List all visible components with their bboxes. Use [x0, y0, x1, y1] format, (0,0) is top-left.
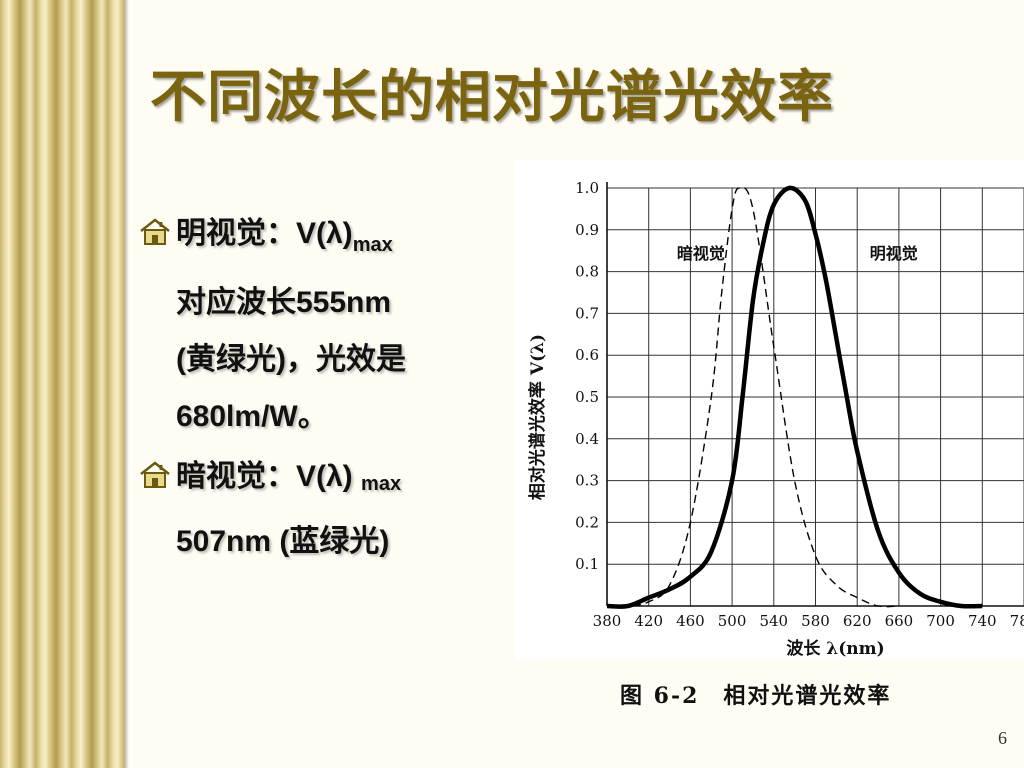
v-subscript: max: [361, 473, 402, 495]
decorative-left-bar: [0, 0, 129, 768]
bullet-label: 暗视觉：: [176, 460, 296, 493]
x-axis-title: 波长 λ(nm): [786, 638, 884, 659]
bullet-scotopic: 暗视觉：V(λ) max 507nm (蓝绿光): [138, 448, 508, 570]
y-tick-label: 0.2: [575, 513, 599, 531]
series-line-scotopic: [606, 186, 899, 608]
v-symbol: V(λ): [296, 217, 353, 250]
y-tick-label: 0.7: [575, 304, 599, 322]
series-label-photopic: 明视觉: [870, 244, 918, 263]
y-tick-label: 0.9: [575, 221, 599, 239]
y-axis-title: 相对光谱光效率 V(λ): [527, 334, 548, 500]
y-tick-label: 1.0: [575, 179, 599, 197]
slide-title: 不同波长的相对光谱光效率: [150, 65, 834, 130]
x-tick-label: 420: [634, 612, 663, 630]
bullet-text-line: 680lm/W。: [176, 400, 328, 433]
x-tick-label: 780: [1010, 612, 1024, 630]
x-tick-label: 700: [926, 612, 955, 630]
x-tick-label: 380: [593, 612, 622, 630]
v-symbol: V(λ): [296, 460, 353, 493]
spectral-efficiency-chart: 0.1 0.2 0.3 0.4 0.5 0.6 0.7 0.8 0.9 1.0 380 420 460 5…: [515, 160, 1024, 660]
y-tick-label: 0.5: [575, 388, 599, 406]
x-tick-label: 460: [676, 612, 705, 630]
bullet-text-line: (黄绿光)，光效是: [176, 343, 406, 376]
y-tick-label: 0.1: [575, 555, 599, 573]
figure-caption: 图 6-2 相对光谱光效率: [620, 683, 892, 709]
x-tick-label: 500: [718, 612, 747, 630]
series-line-photopic: [606, 185, 983, 609]
bullet-text-line: 507nm (蓝绿光): [176, 525, 390, 558]
y-tick-label: 0.8: [575, 263, 599, 281]
house-bullet-icon: [138, 452, 172, 488]
house-bullet-icon: [138, 209, 172, 245]
page-number: 6: [998, 728, 1007, 748]
y-tick-label: 0.4: [575, 430, 599, 448]
x-tick-label: 660: [885, 612, 914, 630]
x-tick-label: 540: [759, 612, 788, 630]
y-tick-label: 0.3: [575, 472, 599, 490]
chart-background: [515, 160, 1024, 660]
v-subscript: max: [352, 234, 393, 256]
y-tick-label: 0.6: [575, 346, 599, 364]
bullet-photopic: 明视觉：V(λ)max 对应波长555nm (黄绿光)，光效是 680lm/W。: [138, 205, 498, 445]
bullet-text-line: 对应波长555nm: [176, 286, 392, 319]
x-tick-label: 740: [968, 612, 997, 630]
x-tick-label: 580: [801, 612, 830, 630]
bullet-label: 明视觉：: [176, 217, 296, 250]
x-tick-label: 620: [843, 612, 872, 630]
series-label-scotopic: 暗视觉: [677, 244, 725, 263]
